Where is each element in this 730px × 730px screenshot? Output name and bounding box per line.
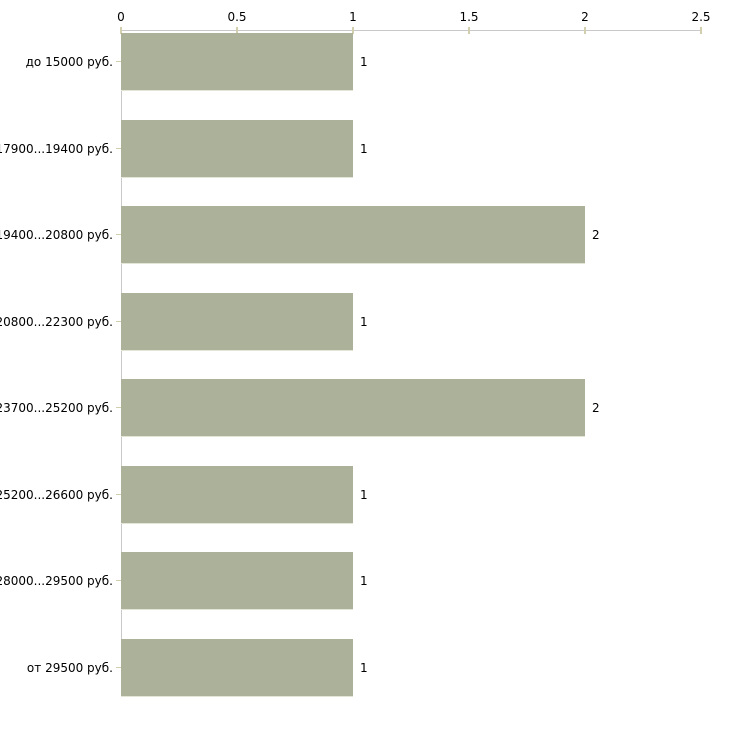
value-label: 2 (592, 401, 600, 416)
bar-row: 23700...25200 руб. 2 (0, 379, 730, 438)
x-tick-label: 2.5 (691, 10, 711, 24)
x-tick-label: 0 (117, 10, 125, 24)
y-tick-mark (116, 580, 121, 582)
bar-row: 28000...29500 руб. 1 (0, 552, 730, 611)
bar (121, 119, 353, 178)
x-tick-mark (120, 27, 122, 34)
value-label: 1 (360, 660, 368, 675)
x-tick-mark (584, 27, 586, 34)
y-axis-line (121, 30, 122, 697)
bar-row: от 29500 руб. 1 (0, 638, 730, 697)
y-tick-mark (116, 61, 121, 62)
x-tick-mark (352, 27, 354, 34)
x-tick-label: 1.5 (459, 10, 479, 24)
bar (121, 292, 353, 351)
category-label: 17900...19400 руб. (0, 141, 113, 156)
x-tick-label: 1 (349, 10, 357, 24)
x-tick-mark (236, 27, 238, 34)
bar (121, 552, 353, 611)
category-label: 28000...29500 руб. (0, 574, 113, 589)
x-tick-label: 0.5 (227, 10, 247, 24)
y-tick-mark (116, 493, 121, 495)
x-tick-mark (700, 27, 702, 34)
category-label: 19400...20800 руб. (0, 228, 113, 243)
value-label: 1 (360, 55, 368, 69)
x-tick-mark (468, 27, 470, 34)
value-label: 2 (592, 228, 600, 243)
value-label: 1 (360, 574, 368, 589)
category-label: 23700...25200 руб. (0, 401, 113, 416)
bar-row: 20800...22300 руб. 1 (0, 292, 730, 351)
bar-row: до 15000 руб. 1 (0, 33, 730, 91)
bar (121, 638, 353, 697)
category-label: 25200...26600 руб. (0, 487, 113, 502)
y-tick-mark (116, 407, 121, 409)
x-tick-label: 2 (581, 10, 589, 24)
y-tick-mark (116, 234, 121, 236)
bar-row: 17900...19400 руб. 1 (0, 119, 730, 178)
category-label: 20800...22300 руб. (0, 314, 113, 329)
x-axis-line (121, 30, 701, 31)
category-label: до 15000 руб. (25, 55, 113, 69)
value-label: 1 (360, 487, 368, 502)
y-tick-mark (116, 666, 121, 668)
bar-row: 19400...20800 руб. 2 (0, 206, 730, 265)
y-tick-mark (116, 320, 121, 322)
value-label: 1 (360, 314, 368, 329)
bar (121, 379, 585, 438)
bar (121, 33, 353, 91)
value-label: 1 (360, 141, 368, 156)
category-label: от 29500 руб. (26, 660, 113, 675)
bar-row: 25200...26600 руб. 1 (0, 465, 730, 524)
bar (121, 206, 585, 265)
y-tick-mark (116, 147, 121, 149)
bar (121, 465, 353, 524)
